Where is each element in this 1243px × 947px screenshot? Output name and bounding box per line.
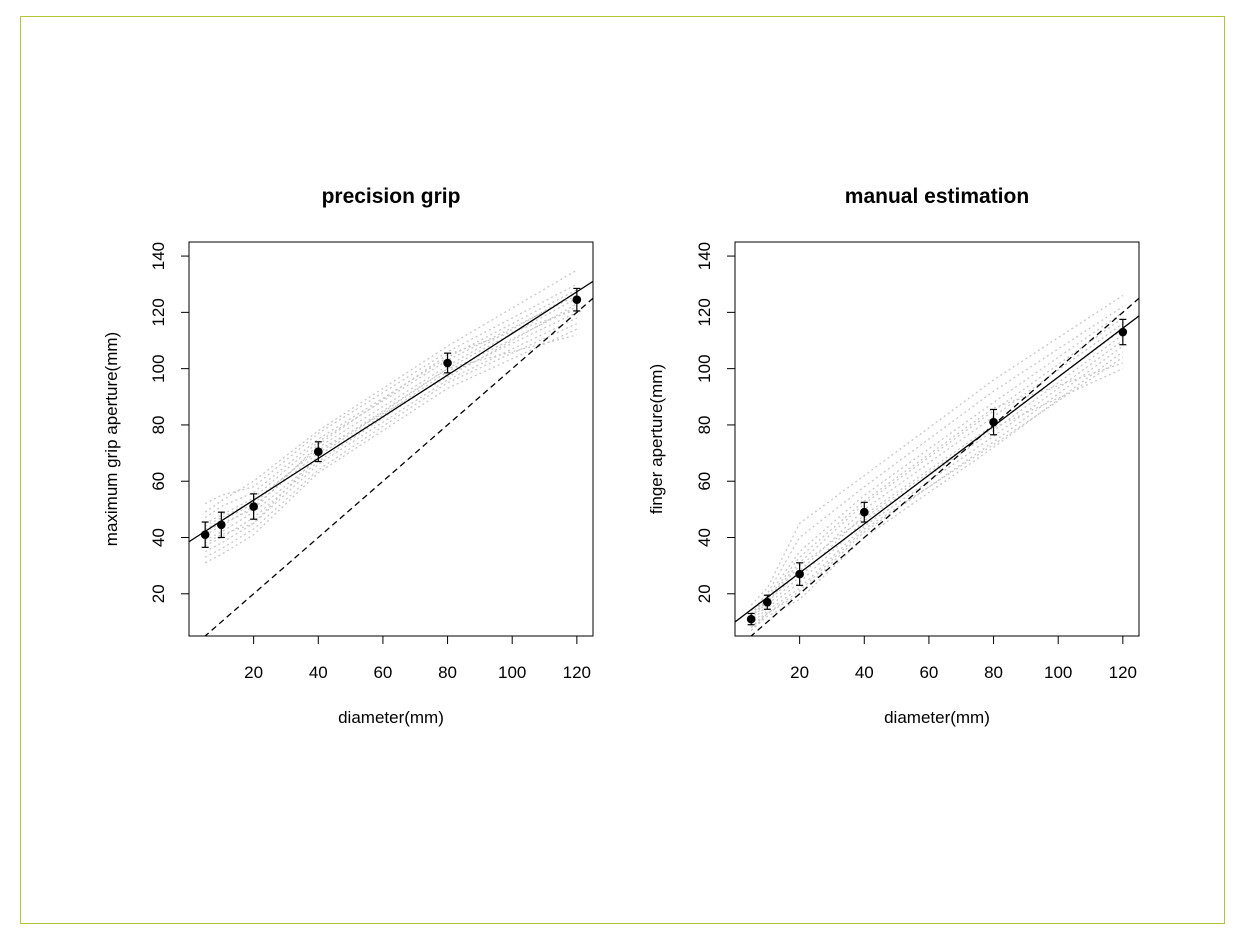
data-point bbox=[217, 520, 226, 530]
x-tick-label: 100 bbox=[1044, 663, 1072, 682]
y-tick-label: 140 bbox=[695, 242, 714, 270]
y-tick-label: 120 bbox=[695, 298, 714, 326]
data-point bbox=[859, 507, 869, 517]
y-tick-label: 100 bbox=[149, 354, 168, 382]
subject-line bbox=[204, 328, 578, 564]
chart-title: manual estimation bbox=[845, 185, 1029, 208]
x-tick-label: 80 bbox=[438, 663, 457, 682]
y-tick-label: 60 bbox=[149, 472, 168, 491]
data-point bbox=[313, 447, 323, 456]
subject-line bbox=[750, 368, 1124, 617]
y-tick-label: 80 bbox=[149, 415, 168, 434]
fit-line bbox=[735, 315, 1139, 623]
subject-line bbox=[750, 345, 1124, 631]
subject-line bbox=[204, 323, 578, 558]
plot-area bbox=[735, 294, 1139, 636]
subject-line bbox=[750, 351, 1124, 631]
subject-line bbox=[204, 311, 578, 547]
x-tick-label: 80 bbox=[984, 663, 1003, 682]
subject-line bbox=[204, 289, 578, 519]
subject-line bbox=[750, 317, 1124, 617]
x-tick-label: 40 bbox=[309, 663, 328, 682]
y-tick-label: 40 bbox=[695, 528, 714, 547]
y-tick-label: 20 bbox=[149, 584, 168, 603]
data-point bbox=[249, 502, 258, 511]
y-tick-label: 60 bbox=[695, 472, 714, 491]
y-tick-label: 100 bbox=[695, 354, 714, 382]
chart-panel-1: 20 40 60 80 100 120 20 40 60 80 100 120 140 precision… bbox=[102, 185, 594, 727]
subject-line bbox=[204, 283, 578, 505]
data-point bbox=[572, 295, 582, 304]
subject-line bbox=[750, 306, 1124, 612]
x-tick-label: 100 bbox=[498, 663, 526, 682]
y-tick-label: 140 bbox=[149, 242, 168, 270]
x-tick-label: 40 bbox=[855, 663, 874, 682]
y-axis-label: maximum grip aperture(mm) bbox=[102, 332, 121, 546]
y-axis-label: finger aperture(mm) bbox=[647, 364, 666, 514]
y-tick-label: 80 bbox=[695, 415, 714, 434]
chart-panel-2: 20 40 60 80 100 120 20 40 60 80 100 120 140 manual es… bbox=[647, 185, 1140, 727]
x-tick-label: 20 bbox=[244, 663, 263, 682]
y-tick-label: 120 bbox=[149, 298, 168, 326]
subject-line bbox=[204, 317, 578, 553]
plot-box bbox=[188, 241, 594, 637]
fit-line bbox=[189, 280, 593, 543]
x-tick-label: 20 bbox=[790, 663, 809, 682]
data-point bbox=[763, 597, 772, 607]
subject-line bbox=[204, 294, 578, 524]
subject-line bbox=[750, 356, 1124, 629]
figure-frame bbox=[20, 16, 1225, 924]
subject-line bbox=[750, 339, 1124, 629]
plot-area bbox=[189, 269, 593, 636]
chart-title: precision grip bbox=[322, 185, 461, 208]
data-point bbox=[746, 614, 756, 624]
y-tick-label: 20 bbox=[695, 584, 714, 603]
x-axis-label: diameter(mm) bbox=[338, 708, 444, 727]
subject-line bbox=[750, 294, 1124, 606]
data-point bbox=[989, 417, 998, 427]
plot-box bbox=[734, 241, 1140, 637]
identity-line bbox=[750, 297, 1139, 636]
data-point bbox=[200, 530, 210, 539]
subject-line bbox=[204, 303, 578, 527]
subject-line bbox=[204, 334, 577, 544]
subject-line bbox=[204, 306, 578, 541]
x-tick-label: 60 bbox=[373, 663, 392, 682]
data-point bbox=[795, 569, 804, 579]
x-tick-label: 120 bbox=[563, 663, 591, 682]
subject-line bbox=[750, 334, 1124, 626]
subject-line bbox=[204, 269, 578, 513]
subject-line bbox=[750, 311, 1124, 614]
data-point bbox=[1118, 327, 1128, 337]
x-tick-label: 60 bbox=[919, 663, 938, 682]
subject-line bbox=[750, 362, 1124, 614]
y-tick-label: 40 bbox=[149, 528, 168, 547]
x-tick-label: 120 bbox=[1109, 663, 1137, 682]
data-point bbox=[443, 358, 452, 368]
x-axis-label: diameter(mm) bbox=[884, 708, 990, 727]
identity-line bbox=[204, 297, 593, 636]
